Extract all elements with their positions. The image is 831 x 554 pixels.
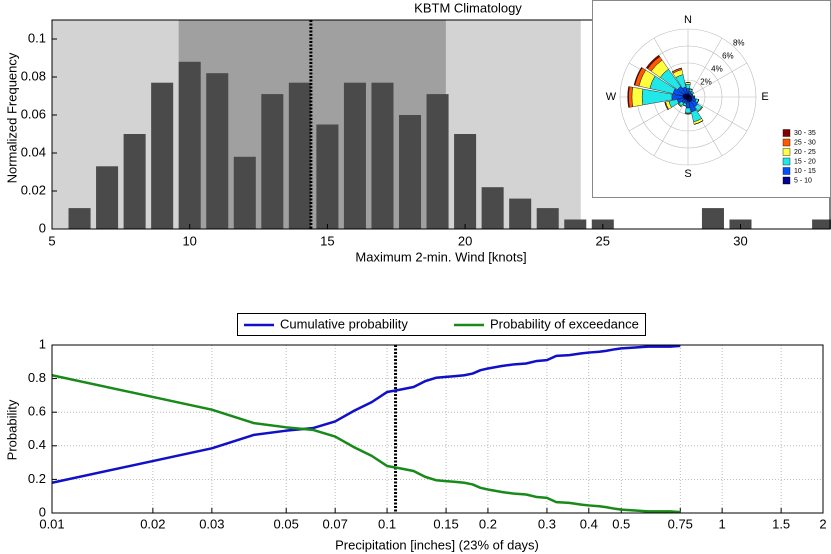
bar [151, 82, 174, 229]
direction-label: E [761, 91, 768, 103]
rose-wedge [633, 67, 643, 86]
bar [288, 82, 311, 229]
bar [206, 73, 229, 229]
bar [454, 134, 477, 229]
x-tick-label: 0.02 [140, 516, 165, 531]
legend-label: 10 - 15 [794, 168, 816, 175]
line-chart: 0.01 0.02 0.03 0.05 0.07 0.1 0.15 0.2 0.3 0.4 0.5 0… [4, 313, 827, 552]
bar [701, 208, 724, 229]
y-tick-label: 0.6 [28, 404, 46, 419]
bar [178, 61, 201, 229]
chart-title: KBTM Climatology [414, 0, 522, 15]
bar [509, 198, 532, 229]
x-tick-label: 0.3 [538, 516, 556, 531]
plot-area [52, 345, 823, 513]
legend: Cumulative probability Probability of exc… [237, 313, 646, 336]
x-axis-label: Maximum 2-min. Wind [knots] [355, 249, 526, 264]
bar [233, 156, 256, 229]
direction-label: N [684, 14, 692, 26]
bar [316, 124, 339, 229]
x-axis-label: Precipitation [inches] (23% of days) [335, 537, 539, 552]
range-ring [619, 28, 757, 166]
rose-wedge [678, 103, 682, 107]
y-tick-label: 0.2 [28, 471, 46, 486]
x-tick-label: 0.4 [580, 516, 598, 531]
y-tick-label: 0.08 [21, 68, 46, 83]
bar [261, 94, 284, 229]
legend-swatch [782, 129, 791, 137]
range-label: 4% [711, 65, 723, 74]
x-tick-label: 0.05 [274, 516, 299, 531]
y-tick-label: 0.8 [28, 370, 46, 385]
x-tick-label: 0.07 [323, 516, 348, 531]
legend-swatch [782, 157, 791, 166]
direction-label: S [684, 168, 691, 180]
range-label: 6% [722, 52, 734, 61]
y-tick-label: 0.06 [21, 106, 46, 121]
range-label: 2% [700, 78, 712, 87]
legend-swatch [782, 176, 791, 185]
bar [96, 166, 119, 229]
bar [371, 82, 394, 229]
x-tick-label: 25 [596, 233, 610, 248]
axes-box [51, 344, 824, 514]
x-tick-label: 5 [48, 233, 55, 248]
bar [564, 219, 587, 229]
x-tick-label: 0.15 [433, 516, 458, 531]
bar [426, 94, 449, 229]
data-line [51, 344, 681, 484]
x-tick-label: 15 [320, 233, 334, 248]
rose-wedge [645, 54, 661, 70]
legend-label: 30 - 35 [794, 130, 816, 137]
x-tick-label: 0.01 [39, 516, 64, 531]
x-tick-label: 10 [182, 233, 196, 248]
rose-wedge [691, 91, 694, 94]
x-tick-label: 2 [819, 516, 826, 531]
wind-rose: 2% 4% 6% 8% N E S W 5 - 10 10 - 15 15 - 20 20 - 25 2… [592, 0, 831, 198]
x-tick-label: 0.2 [479, 516, 497, 531]
legend-label: 5 - 10 [794, 177, 812, 184]
rose-wedge [627, 86, 630, 108]
rose-wedge [685, 84, 691, 89]
x-tick-label: 20 [458, 233, 472, 248]
range-label: 8% [733, 38, 745, 47]
x-tick-label: 0.75 [668, 516, 693, 531]
legend-label: 15 - 20 [794, 158, 816, 165]
legend-swatch [782, 138, 791, 147]
legend-label: 25 - 30 [794, 139, 816, 146]
rose-wedge [631, 87, 644, 107]
legend-label: Probability of exceedance [490, 316, 639, 331]
bar [343, 82, 366, 229]
bar [399, 115, 422, 229]
legend-swatch [782, 167, 791, 175]
bar [481, 187, 504, 229]
y-tick-label: 0 [39, 220, 46, 235]
x-tick-label: 30 [733, 233, 747, 248]
legend-label: 20 - 25 [794, 149, 816, 156]
bar [123, 134, 146, 229]
legend-box [237, 313, 646, 336]
y-tick-label: 0.02 [21, 182, 46, 197]
y-tick-label: 0 [39, 504, 46, 519]
data-line [51, 374, 681, 514]
y-axis-label: Normalized Frequency [4, 52, 19, 183]
y-tick-label: 0.04 [21, 144, 46, 159]
y-tick-label: 0.1 [28, 30, 46, 45]
rose-wedge [684, 107, 692, 114]
direction-label: W [606, 91, 617, 103]
x-tick-label: 0.1 [378, 516, 396, 531]
bar [812, 219, 831, 229]
x-tick-label: 1 [719, 516, 726, 531]
legend-label: Cumulative probability [280, 316, 408, 331]
x-tick-label: 0.5 [612, 516, 630, 531]
bar [68, 208, 91, 229]
y-axis-label: Probability [4, 399, 19, 460]
legend-swatch [782, 148, 791, 156]
bar [536, 208, 559, 229]
y-tick-label: 0.4 [28, 437, 46, 452]
x-tick-label: 0.03 [199, 516, 224, 531]
y-tick-label: 1 [39, 336, 46, 351]
x-tick-label: 1.5 [772, 516, 790, 531]
